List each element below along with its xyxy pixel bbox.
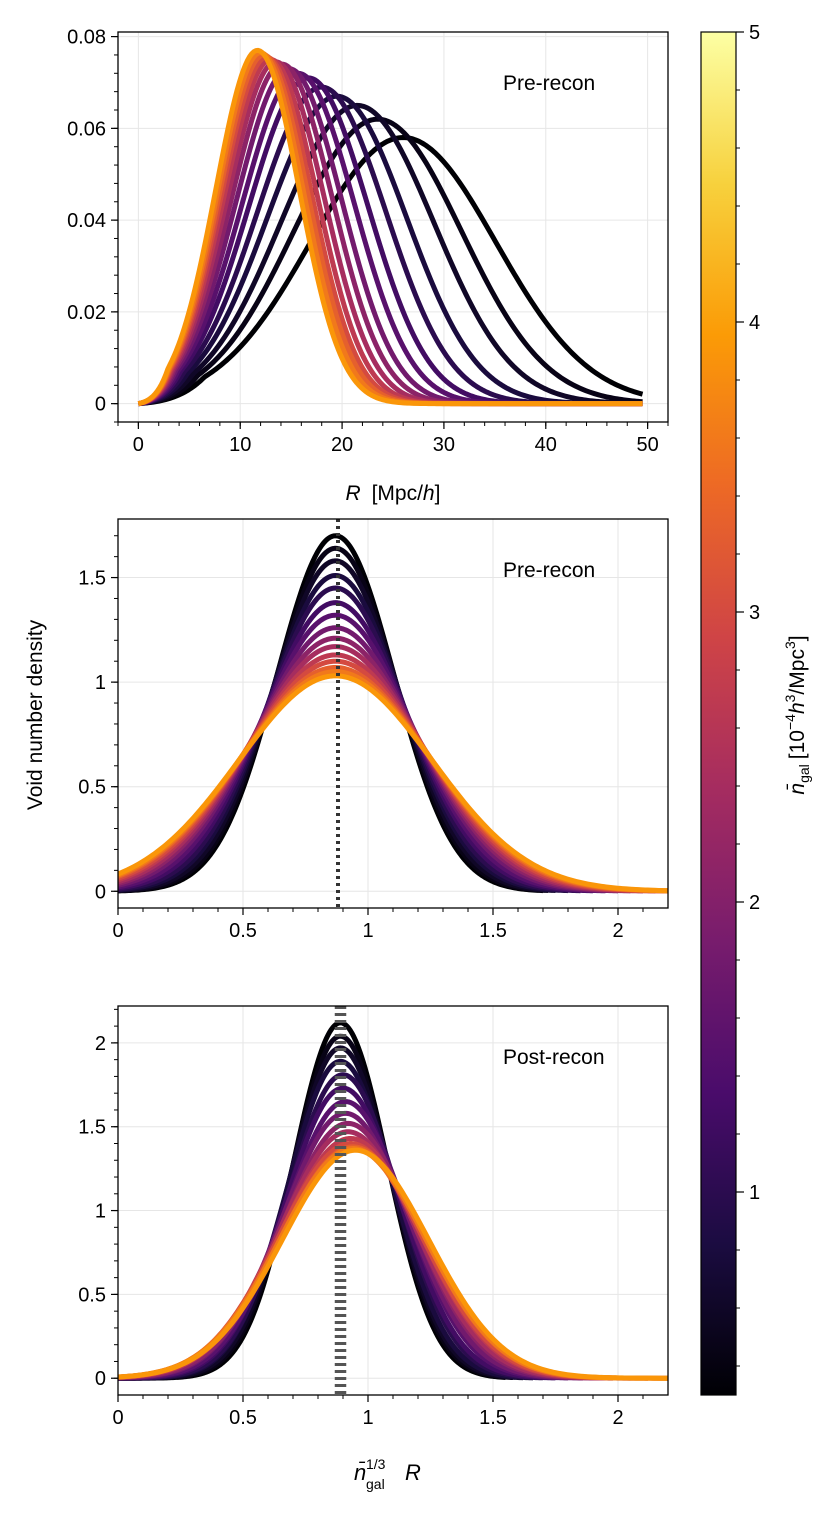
y-tick-label: 0 bbox=[95, 881, 106, 903]
y-tick-label: 1 bbox=[95, 672, 106, 694]
x-tick-label: 1 bbox=[362, 1407, 373, 1429]
colorbar-gradient bbox=[700, 31, 737, 1396]
series-group bbox=[137, 47, 644, 407]
bottom-xlabel-var: R bbox=[405, 1460, 421, 1485]
series-group bbox=[118, 533, 668, 894]
panel-annotation: Post-recon bbox=[503, 1046, 605, 1069]
y-tick-label: 1 bbox=[95, 1201, 106, 1223]
series-line-n_gal-0p80 bbox=[118, 572, 569, 894]
series-line-n_gal-3p00 bbox=[118, 1141, 649, 1381]
colorbar-label-h: h bbox=[786, 702, 809, 714]
panel-bottom-post-recon-scaled: 0 0.5 1 1.5 2 0 0.5 1 1.5 2 Post-recon bbox=[78, 1005, 669, 1429]
axes-frame bbox=[117, 31, 669, 423]
series-line-n_gal-1p00 bbox=[118, 585, 582, 894]
y-tick-label: 1.5 bbox=[78, 568, 106, 590]
top-xlabel-h: h bbox=[423, 482, 435, 505]
series-line-n_gal-0p30 bbox=[137, 135, 644, 407]
x-tick-label: 0 bbox=[133, 434, 144, 456]
series-line-n_gal-2p10 bbox=[118, 1120, 599, 1381]
x-tick-label: 10 bbox=[229, 434, 251, 456]
x-tick-label: 0.5 bbox=[229, 1407, 257, 1429]
bottom-xlabel-n: n̄ bbox=[354, 1460, 366, 1485]
panel-annotation: Pre-recon bbox=[503, 559, 595, 582]
x-tick-label: 2 bbox=[612, 1407, 623, 1429]
x-tick-label: 50 bbox=[637, 434, 659, 456]
x-tick-label: 20 bbox=[331, 434, 353, 456]
y-tick-label: 0.02 bbox=[67, 302, 106, 324]
y-tick-label: 2 bbox=[95, 1033, 106, 1055]
x-tick-label: 1 bbox=[362, 920, 373, 942]
axis-ticks: 0 10 20 30 40 50 0 0.02 0.04 0.06 0.08 bbox=[67, 27, 669, 456]
colorbar-tick-label: 1 bbox=[749, 1182, 760, 1204]
colorbar-ticks: 1 2 3 4 5 bbox=[736, 22, 760, 1367]
series-line-n_gal-0p45 bbox=[118, 545, 549, 894]
y-tick-label: 1.5 bbox=[78, 1117, 106, 1139]
top-xlabel-close: ] bbox=[435, 482, 441, 505]
x-tick-label: 0.5 bbox=[229, 920, 257, 942]
colorbar-label-exp1: −4 bbox=[782, 714, 798, 730]
bottom-xlabel-sub: gal bbox=[366, 1476, 385, 1492]
series-line-n_gal-1p25 bbox=[118, 600, 594, 894]
x-tick-label: 0 bbox=[112, 1407, 123, 1429]
y-tick-label: 0 bbox=[95, 394, 106, 416]
x-tick-label: 40 bbox=[535, 434, 557, 456]
series-line-n_gal-0p60 bbox=[137, 102, 643, 407]
y-tick-label: 0.5 bbox=[78, 1284, 106, 1306]
series-line-n_gal-0p30 bbox=[118, 533, 544, 894]
bottom-xlabel-exp: 1/3 bbox=[366, 1456, 386, 1472]
colorbar-label-exp3: 3 bbox=[782, 641, 798, 649]
y-tick-label: 0 bbox=[95, 1368, 106, 1390]
series-line-n_gal-3p90 bbox=[118, 1147, 668, 1381]
y-tick-label: 0.5 bbox=[78, 777, 106, 799]
colorbar-tick-label: 3 bbox=[749, 602, 760, 624]
colorbar-label-units-pre: [10 bbox=[786, 730, 809, 759]
series-line-n_gal-3p90 bbox=[118, 673, 668, 894]
y-tick-label: 0.08 bbox=[67, 27, 106, 49]
y-tick-label: 0.06 bbox=[67, 118, 106, 140]
colorbar-label-mid: /Mpc bbox=[786, 649, 809, 695]
colorbar-label-n: n̄ bbox=[786, 783, 809, 795]
colorbar-tick-label: 4 bbox=[749, 312, 760, 334]
series-line-n_gal-2p40 bbox=[118, 1129, 614, 1381]
panel-top-pre-recon-radius: 0 10 20 30 40 50 0 0.02 0.04 0.06 0.08 Pre-recon bbox=[67, 27, 669, 456]
top-xlabel-units: [Mpc/ bbox=[372, 482, 424, 505]
colorbar-label: n̄gal[10−4h3/Mpc3] bbox=[782, 635, 812, 794]
top-xlabel-var: R bbox=[346, 482, 361, 505]
colorbar-label-sub: gal bbox=[796, 764, 812, 783]
axis-ticks: 0 0.5 1 1.5 2 0 0.5 1 1.5 2 bbox=[78, 1008, 644, 1429]
shared-ylabel: Void number density bbox=[24, 619, 47, 810]
x-tick-label: 2 bbox=[612, 920, 623, 942]
series-line-n_gal-2p70 bbox=[118, 1135, 631, 1381]
bottom-xlabel: n̄ 1/3 gal R bbox=[354, 1456, 421, 1492]
series-line-n_gal-1p50 bbox=[118, 612, 606, 894]
series-line-n_gal-3p90 bbox=[137, 47, 643, 407]
top-xlabel: R [Mpc/h] bbox=[346, 482, 441, 505]
series-group bbox=[118, 1020, 668, 1381]
axis-ticks: 0 0.5 1 1.5 2 0 0.5 1 1.5 bbox=[78, 535, 644, 942]
series-line-n_gal-0p60 bbox=[118, 558, 557, 894]
x-tick-label: 0 bbox=[112, 920, 123, 942]
series-line-n_gal-3p60 bbox=[118, 1146, 668, 1381]
x-tick-label: 30 bbox=[433, 434, 455, 456]
colorbar-label-exp2: 3 bbox=[782, 694, 798, 702]
colorbar-tick-label: 2 bbox=[749, 892, 760, 914]
y-tick-label: 0.04 bbox=[67, 210, 106, 232]
colorbar-label-close: ] bbox=[786, 635, 809, 641]
panel-annotation: Pre-recon bbox=[503, 72, 595, 95]
panel-middle-pre-recon-scaled: 0 0.5 1 1.5 2 0 0.5 1 1.5 Pre-recon bbox=[78, 518, 669, 942]
x-tick-label: 1.5 bbox=[479, 920, 507, 942]
x-tick-label: 1.5 bbox=[479, 1407, 507, 1429]
series-line-n_gal-0p45 bbox=[137, 116, 643, 407]
colorbar-tick-label: 5 bbox=[749, 22, 760, 44]
